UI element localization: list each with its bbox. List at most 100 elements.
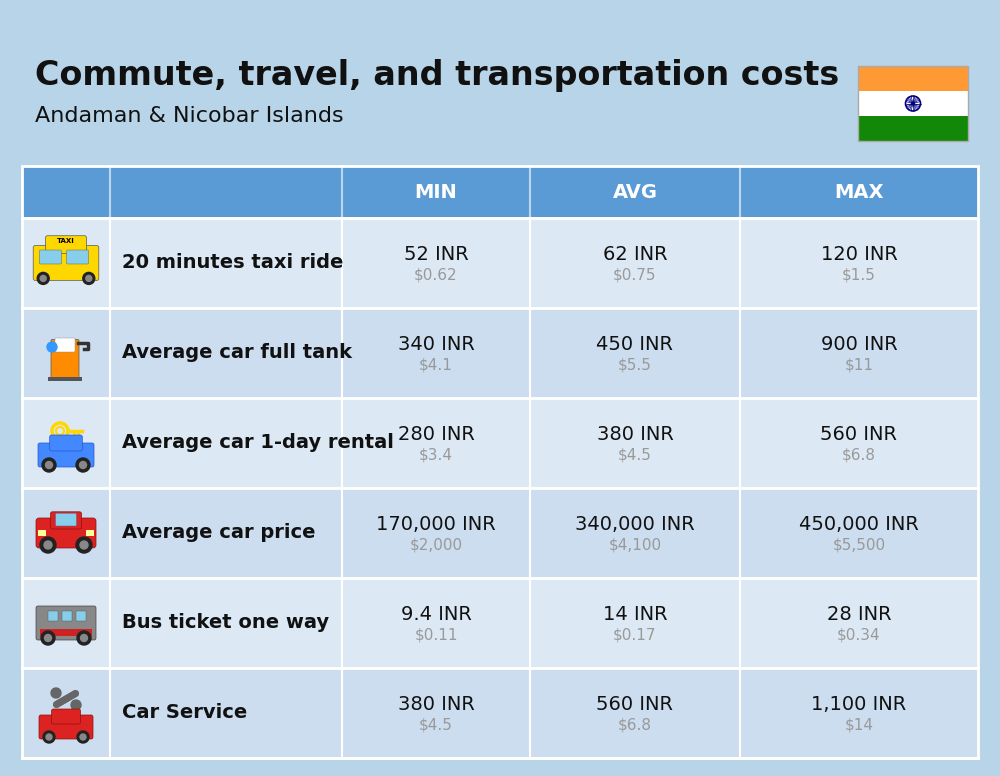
Circle shape — [83, 272, 95, 284]
Text: 560 INR: 560 INR — [596, 695, 674, 713]
Text: Average car full tank: Average car full tank — [122, 344, 352, 362]
FancyBboxPatch shape — [39, 250, 61, 264]
Bar — [22, 398, 978, 488]
Text: MIN: MIN — [415, 182, 457, 202]
Text: MAX: MAX — [834, 182, 884, 202]
Circle shape — [77, 731, 89, 743]
FancyBboxPatch shape — [36, 518, 96, 548]
Circle shape — [44, 635, 52, 642]
Text: 380 INR: 380 INR — [398, 695, 474, 713]
FancyBboxPatch shape — [33, 245, 99, 280]
Circle shape — [46, 734, 52, 740]
Text: $4.1: $4.1 — [419, 358, 453, 372]
Text: 450,000 INR: 450,000 INR — [799, 514, 919, 534]
Bar — [40, 629, 92, 636]
Circle shape — [42, 458, 56, 472]
Text: AVG: AVG — [612, 182, 658, 202]
Circle shape — [76, 537, 92, 553]
Circle shape — [46, 462, 52, 469]
Text: $6.8: $6.8 — [618, 718, 652, 733]
Text: 280 INR: 280 INR — [398, 424, 474, 444]
Bar — [76, 611, 86, 621]
Circle shape — [44, 541, 52, 549]
Bar — [858, 91, 968, 116]
Text: 120 INR: 120 INR — [821, 244, 897, 264]
Bar — [22, 166, 978, 758]
Text: 14 INR: 14 INR — [603, 605, 667, 623]
FancyBboxPatch shape — [39, 715, 93, 739]
Circle shape — [912, 102, 914, 105]
Circle shape — [80, 541, 88, 549]
Text: $0.62: $0.62 — [414, 268, 458, 282]
Bar — [858, 66, 968, 141]
Bar — [38, 530, 46, 536]
Text: 340 INR: 340 INR — [398, 334, 474, 354]
FancyBboxPatch shape — [38, 443, 94, 467]
Bar — [62, 611, 72, 621]
Circle shape — [47, 342, 57, 352]
Text: Andaman & Nicobar Islands: Andaman & Nicobar Islands — [35, 106, 344, 126]
FancyBboxPatch shape — [55, 338, 75, 352]
Circle shape — [41, 631, 55, 645]
FancyBboxPatch shape — [50, 512, 82, 529]
Text: 1,100 INR: 1,100 INR — [811, 695, 907, 713]
Text: $4.5: $4.5 — [618, 448, 652, 462]
Text: $0.17: $0.17 — [613, 628, 657, 643]
Text: $1.5: $1.5 — [842, 268, 876, 282]
Bar — [22, 308, 978, 398]
Text: 9.4 INR: 9.4 INR — [401, 605, 471, 623]
Text: Average car 1-day rental: Average car 1-day rental — [122, 434, 394, 452]
Text: $5,500: $5,500 — [832, 538, 886, 553]
Text: Commute, travel, and transportation costs: Commute, travel, and transportation cost… — [35, 60, 839, 92]
FancyBboxPatch shape — [67, 250, 89, 264]
Text: $0.75: $0.75 — [613, 268, 657, 282]
Text: $3.4: $3.4 — [419, 448, 453, 462]
Circle shape — [76, 458, 90, 472]
Text: $14: $14 — [844, 718, 874, 733]
Bar — [22, 668, 978, 758]
Text: 52 INR: 52 INR — [404, 244, 468, 264]
Text: 450 INR: 450 INR — [596, 334, 674, 354]
Bar — [22, 488, 978, 578]
Text: $6.8: $6.8 — [842, 448, 876, 462]
FancyBboxPatch shape — [51, 340, 79, 378]
Circle shape — [80, 635, 88, 642]
Text: 28 INR: 28 INR — [827, 605, 891, 623]
FancyBboxPatch shape — [50, 435, 82, 451]
FancyBboxPatch shape — [36, 606, 96, 640]
Circle shape — [80, 462, 87, 469]
Bar — [858, 116, 968, 141]
Circle shape — [51, 688, 61, 698]
Circle shape — [40, 537, 56, 553]
FancyBboxPatch shape — [56, 513, 76, 526]
Text: $4,100: $4,100 — [608, 538, 662, 553]
FancyBboxPatch shape — [46, 236, 86, 254]
Text: $5.5: $5.5 — [618, 358, 652, 372]
Bar — [48, 377, 82, 381]
Circle shape — [86, 275, 92, 282]
Text: 20 minutes taxi ride: 20 minutes taxi ride — [122, 254, 343, 272]
Bar — [22, 578, 978, 668]
Bar — [86, 530, 94, 536]
Text: $11: $11 — [844, 358, 874, 372]
Text: Car Service: Car Service — [122, 704, 247, 722]
Circle shape — [43, 731, 55, 743]
Circle shape — [77, 631, 91, 645]
Text: TAXI: TAXI — [57, 237, 75, 244]
Text: Bus ticket one way: Bus ticket one way — [122, 614, 329, 632]
Bar — [858, 66, 968, 91]
Text: $4.5: $4.5 — [419, 718, 453, 733]
Circle shape — [37, 272, 49, 284]
Text: 62 INR: 62 INR — [603, 244, 667, 264]
Circle shape — [71, 700, 81, 710]
Text: 340,000 INR: 340,000 INR — [575, 514, 695, 534]
Text: 900 INR: 900 INR — [821, 334, 897, 354]
Text: 560 INR: 560 INR — [820, 424, 898, 444]
Bar — [22, 166, 978, 218]
Circle shape — [40, 275, 46, 282]
FancyBboxPatch shape — [52, 709, 80, 724]
Bar — [22, 218, 978, 308]
Text: Average car price: Average car price — [122, 524, 316, 542]
Text: $2,000: $2,000 — [409, 538, 463, 553]
Circle shape — [80, 734, 86, 740]
